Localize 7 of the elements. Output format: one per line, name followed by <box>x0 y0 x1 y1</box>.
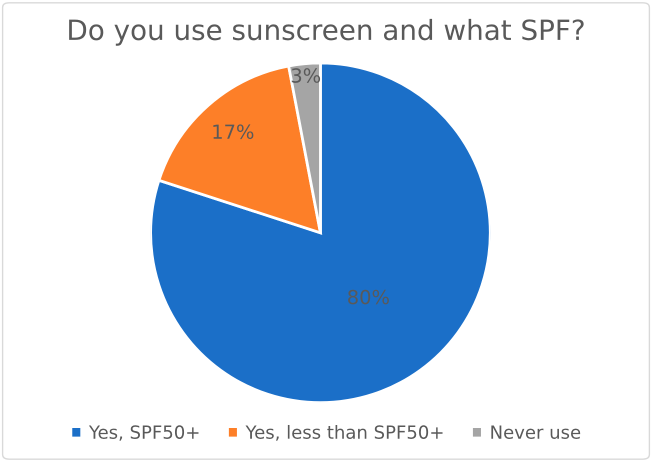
chart-title: Do you use sunscreen and what SPF? <box>69 18 584 46</box>
legend-label: Yes, less than SPF50+ <box>246 424 443 441</box>
data-label: 17% <box>213 124 254 140</box>
legend-label: Yes, SPF50+ <box>88 425 198 441</box>
legend-label: Never use <box>491 426 580 439</box>
pie-slice <box>150 62 490 403</box>
data-label: 80% <box>348 290 389 304</box>
